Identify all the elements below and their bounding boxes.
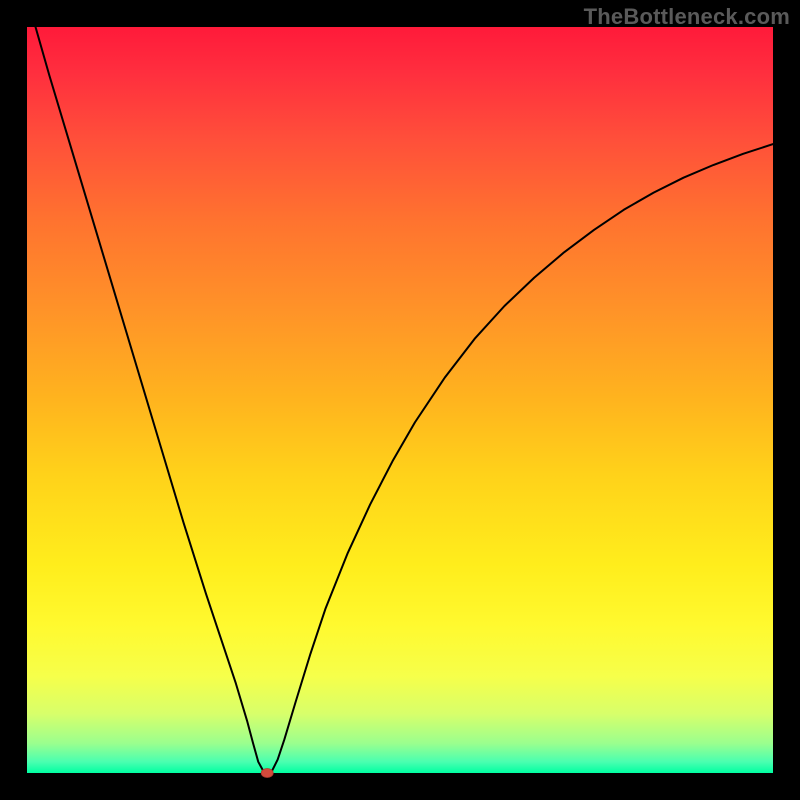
chart-container: TheBottleneck.com [0,0,800,800]
bottleneck-chart [0,0,800,800]
chart-background [27,27,773,773]
watermark-text: TheBottleneck.com [584,4,790,30]
optimal-point-marker [261,769,273,778]
